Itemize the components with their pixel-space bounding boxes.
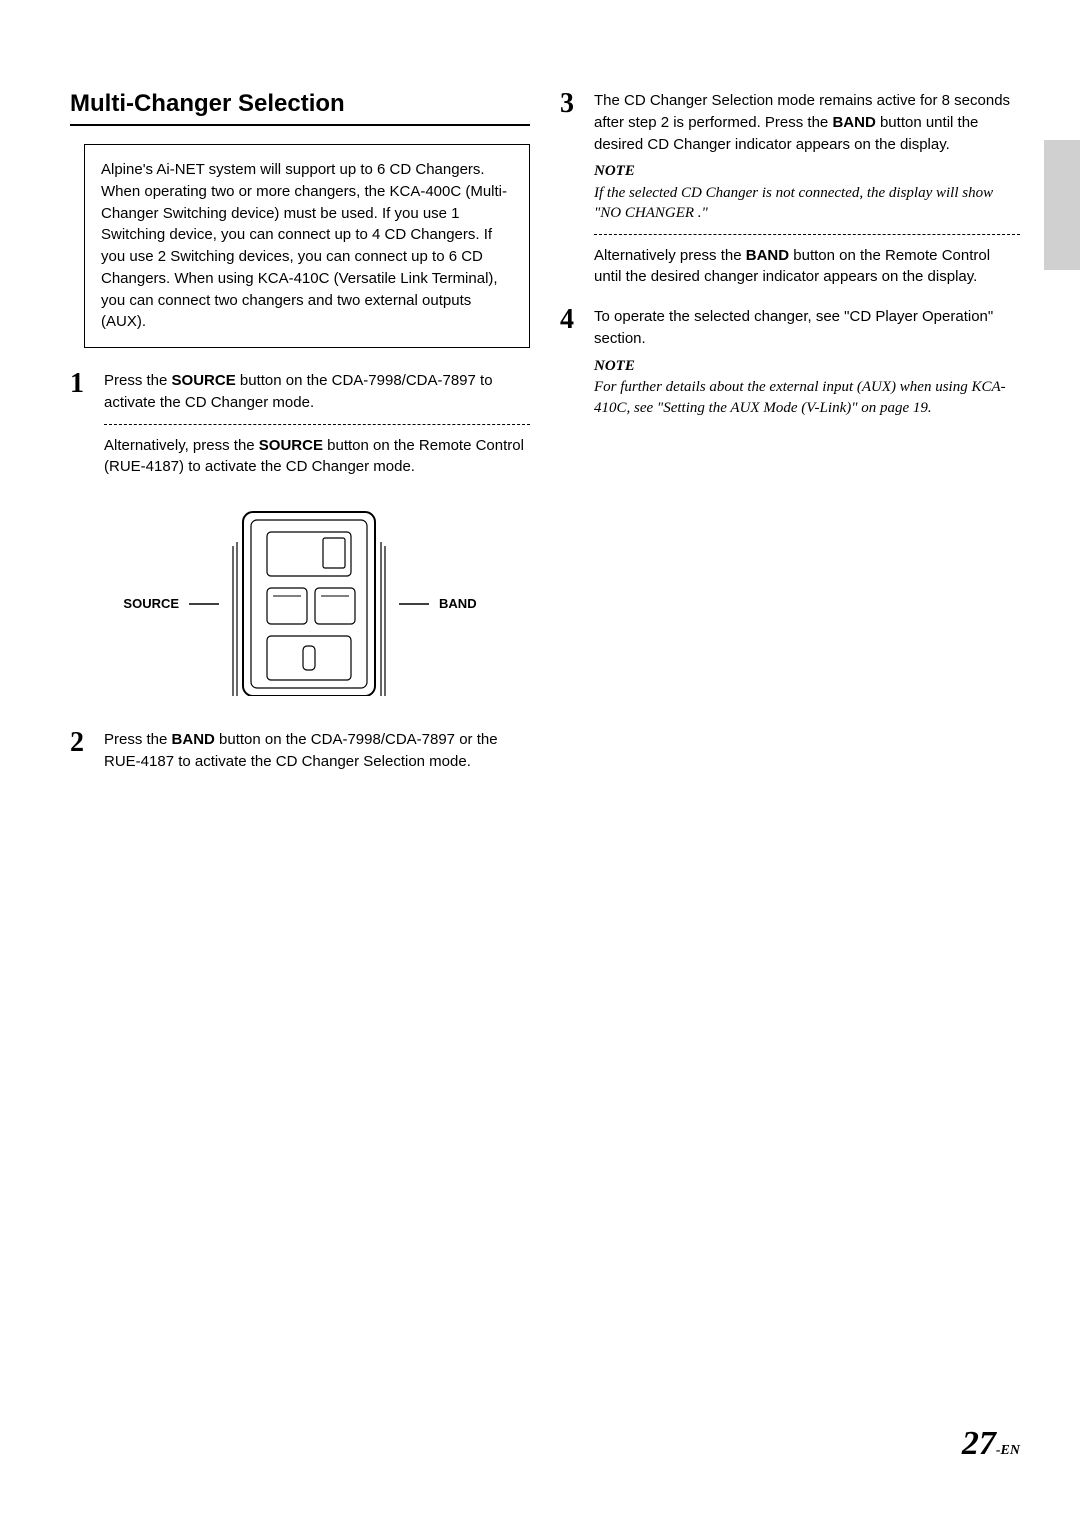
figure-label-band: BAND	[439, 596, 477, 611]
page-number: 27-EN	[962, 1425, 1020, 1463]
step-body: Press the BAND button on the CDA-7998/CD…	[104, 729, 530, 773]
page-number-value: 27	[962, 1425, 996, 1462]
step-text: Press the	[104, 372, 172, 389]
step-3: 3 The CD Changer Selection mode remains …	[560, 90, 1020, 288]
step-number: 4	[560, 306, 594, 334]
figure-label-source: SOURCE	[123, 596, 179, 611]
step-bold: SOURCE	[172, 372, 236, 389]
step-bold: SOURCE	[259, 437, 323, 454]
dash-divider	[104, 424, 530, 425]
step-body: To operate the selected changer, see "CD…	[594, 306, 1020, 418]
step-1: 1 Press the SOURCE button on the CDA-799…	[70, 370, 530, 478]
remote-illustration	[229, 506, 389, 701]
step-text: To operate the selected changer, see "CD…	[594, 308, 993, 347]
section-title: Multi-Changer Selection	[70, 90, 530, 126]
step-2: 2 Press the BAND button on the CDA-7998/…	[70, 729, 530, 773]
callout-line-right	[399, 603, 429, 605]
step-text: Alternatively press the	[594, 247, 746, 264]
step-body: Press the SOURCE button on the CDA-7998/…	[104, 370, 530, 478]
side-tab	[1044, 140, 1080, 270]
step-bold: BAND	[746, 247, 789, 264]
remote-figure: SOURCE	[70, 506, 530, 701]
page-number-suffix: -EN	[996, 1443, 1020, 1458]
step-bold: BAND	[172, 731, 215, 748]
step-number: 2	[70, 729, 104, 757]
step-number: 3	[560, 90, 594, 118]
step-bold: BAND	[832, 114, 875, 131]
note-text: If the selected CD Changer is not connec…	[594, 183, 1020, 224]
step-body: The CD Changer Selection mode remains ac…	[594, 90, 1020, 288]
page-content: Multi-Changer Selection Alpine's Ai-NET …	[0, 0, 1080, 791]
left-column: Multi-Changer Selection Alpine's Ai-NET …	[70, 90, 530, 791]
step-4: 4 To operate the selected changer, see "…	[560, 306, 1020, 418]
right-column: 3 The CD Changer Selection mode remains …	[560, 90, 1020, 791]
step-text: Alternatively, press the	[104, 437, 259, 454]
note-text: For further details about the external i…	[594, 377, 1020, 418]
intro-box: Alpine's Ai-NET system will support up t…	[84, 144, 530, 348]
callout-line-left	[189, 603, 219, 605]
step-text: Press the	[104, 731, 172, 748]
note-label: NOTE	[594, 356, 1020, 378]
step-number: 1	[70, 370, 104, 398]
note-label: NOTE	[594, 161, 1020, 183]
dash-divider	[594, 234, 1020, 235]
